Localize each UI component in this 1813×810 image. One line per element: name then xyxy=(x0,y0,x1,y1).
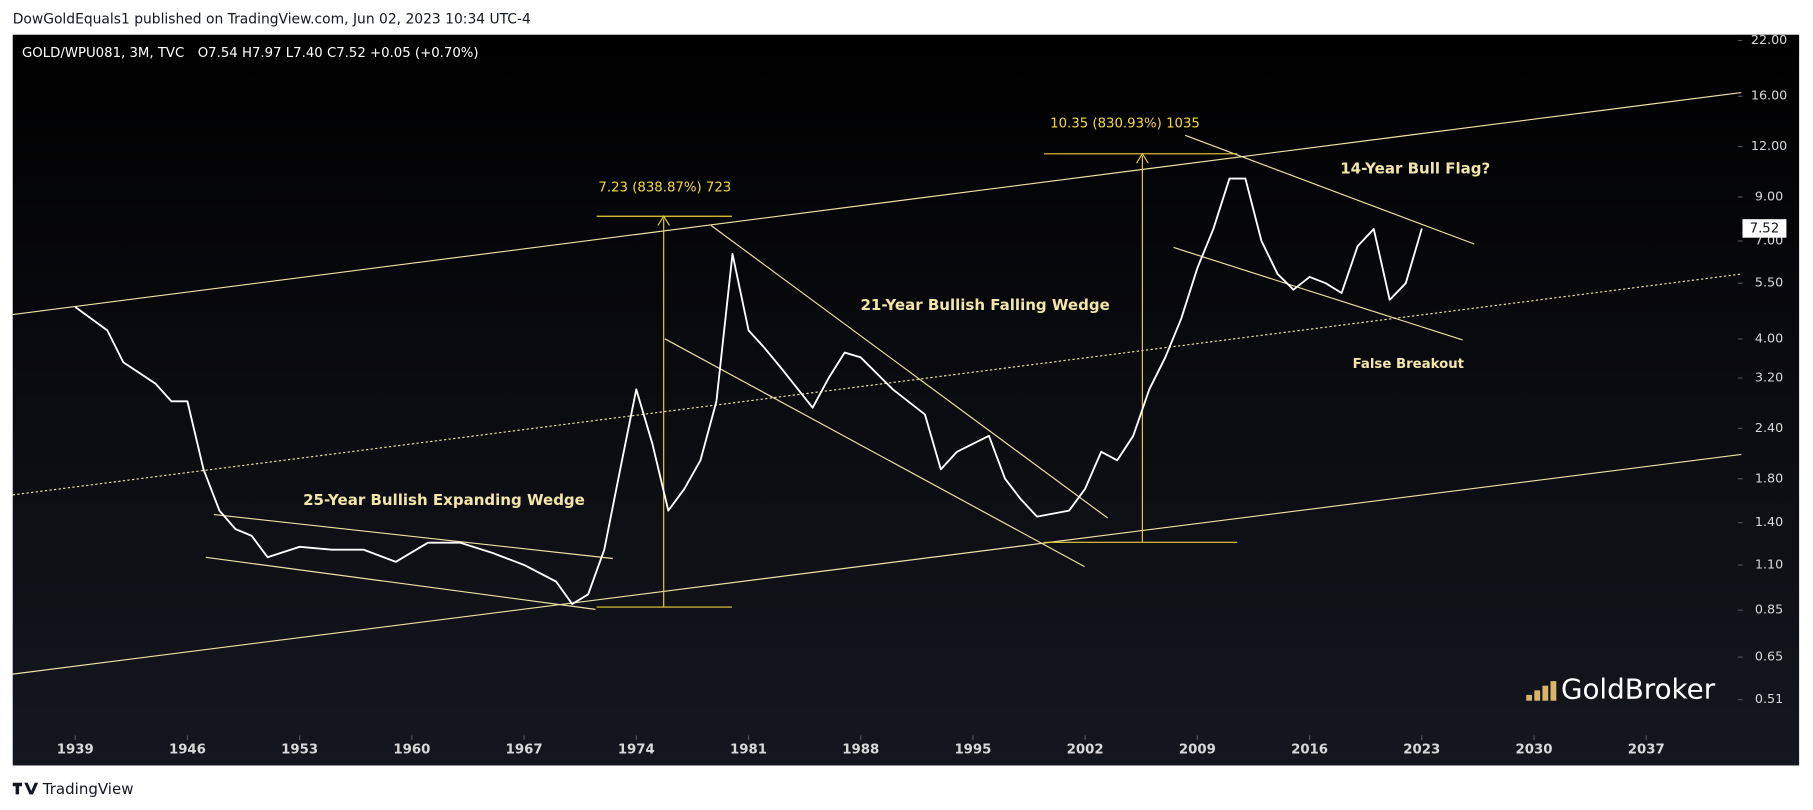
last-price-label: 7.52 xyxy=(1750,221,1780,236)
tradingview-footer: TradingView xyxy=(12,780,134,798)
y-tick-label: 1.40 xyxy=(1755,514,1783,529)
drawings xyxy=(12,91,1742,675)
flag-line xyxy=(1173,246,1463,341)
y-tick-label: 4.00 xyxy=(1755,330,1783,345)
measure-label: 7.23 (838.87%) 723 xyxy=(598,180,731,195)
logo-icon xyxy=(1526,694,1533,701)
wedge-line xyxy=(205,556,596,610)
logo-icon xyxy=(1550,681,1557,701)
ohlc-legend: O7.54 H7.97 L7.40 C7.52 +0.05 (+0.70%) xyxy=(198,46,479,61)
x-tick-label: 2023 xyxy=(1403,742,1440,757)
last-price-box xyxy=(1742,219,1787,238)
annotation: False Breakout xyxy=(1353,357,1465,372)
x-tick-label: 1960 xyxy=(393,742,430,757)
annotation: 14-Year Bull Flag? xyxy=(1340,159,1490,177)
y-tick-label: 16.00 xyxy=(1751,88,1787,103)
x-tick-label: 1939 xyxy=(57,742,94,757)
x-tick-label: 1974 xyxy=(618,742,655,757)
wedge-line xyxy=(213,513,613,560)
x-tick-label: 1953 xyxy=(281,742,318,757)
y-tick-label: 22.00 xyxy=(1751,32,1787,47)
logo-icon xyxy=(1534,690,1541,701)
x-tick-label: 2037 xyxy=(1628,742,1665,757)
goldbroker-logo: GoldBroker xyxy=(1526,672,1716,705)
y-tick-label: 0.85 xyxy=(1755,602,1783,617)
annotation: 21-Year Bullish Falling Wedge xyxy=(860,296,1109,314)
publish-header: DowGoldEquals1 published on TradingView.… xyxy=(13,12,531,28)
y-tick-label: 1.10 xyxy=(1755,556,1783,571)
channel-upper xyxy=(12,91,1742,316)
x-tick-label: 2009 xyxy=(1179,742,1216,757)
measure-label: 10.35 (830.93%) 1035 xyxy=(1050,117,1200,132)
x-tick-label: 2002 xyxy=(1067,742,1104,757)
x-tick-label: 1981 xyxy=(730,742,767,757)
x-tick-label: 2016 xyxy=(1291,742,1328,757)
x-tick-label: 1988 xyxy=(842,742,879,757)
logo-icon xyxy=(1542,685,1549,701)
logo-text: GoldBroker xyxy=(1561,672,1716,705)
x-tick-label: 2030 xyxy=(1516,742,1553,757)
price-line xyxy=(74,177,1423,605)
y-tick-label: 5.50 xyxy=(1755,275,1783,290)
x-tick-label: 1995 xyxy=(954,742,991,757)
channel-lower xyxy=(12,453,1742,675)
wedge-line xyxy=(710,225,1109,519)
y-tick-label: 0.51 xyxy=(1755,691,1783,706)
y-tick-label: 2.40 xyxy=(1755,420,1783,435)
symbol-legend: GOLD/WPU081, 3M, TVC xyxy=(22,46,184,61)
wedge-line xyxy=(664,338,1085,568)
y-tick-label: 9.00 xyxy=(1755,188,1783,203)
x-tick-label: 1967 xyxy=(506,742,543,757)
y-tick-label: 1.80 xyxy=(1755,470,1783,485)
footer-brand: TradingView xyxy=(42,780,134,798)
x-tick-label: 1946 xyxy=(169,742,206,757)
tv-logo xyxy=(12,782,39,795)
y-tick-label: 3.20 xyxy=(1755,370,1783,385)
y-tick-label: 12.00 xyxy=(1751,138,1787,153)
annotation: 25-Year Bullish Expanding Wedge xyxy=(303,491,585,509)
y-tick-label: 0.65 xyxy=(1755,649,1783,664)
channel-mid xyxy=(12,273,1742,496)
